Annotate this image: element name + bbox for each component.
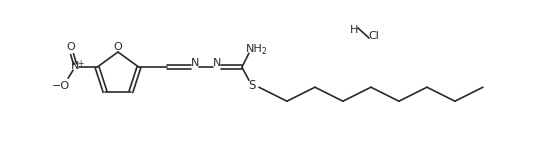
Text: O: O [67, 42, 76, 52]
Text: O: O [113, 43, 122, 52]
Text: N: N [191, 58, 199, 68]
Text: −O: −O [52, 81, 70, 91]
Text: H: H [350, 25, 358, 35]
Text: N: N [71, 61, 80, 71]
Text: 2: 2 [261, 47, 266, 56]
Text: S: S [248, 79, 256, 92]
Text: NH: NH [246, 44, 262, 54]
Text: N: N [213, 58, 221, 68]
Text: +: + [77, 59, 84, 68]
Text: Cl: Cl [369, 31, 379, 41]
